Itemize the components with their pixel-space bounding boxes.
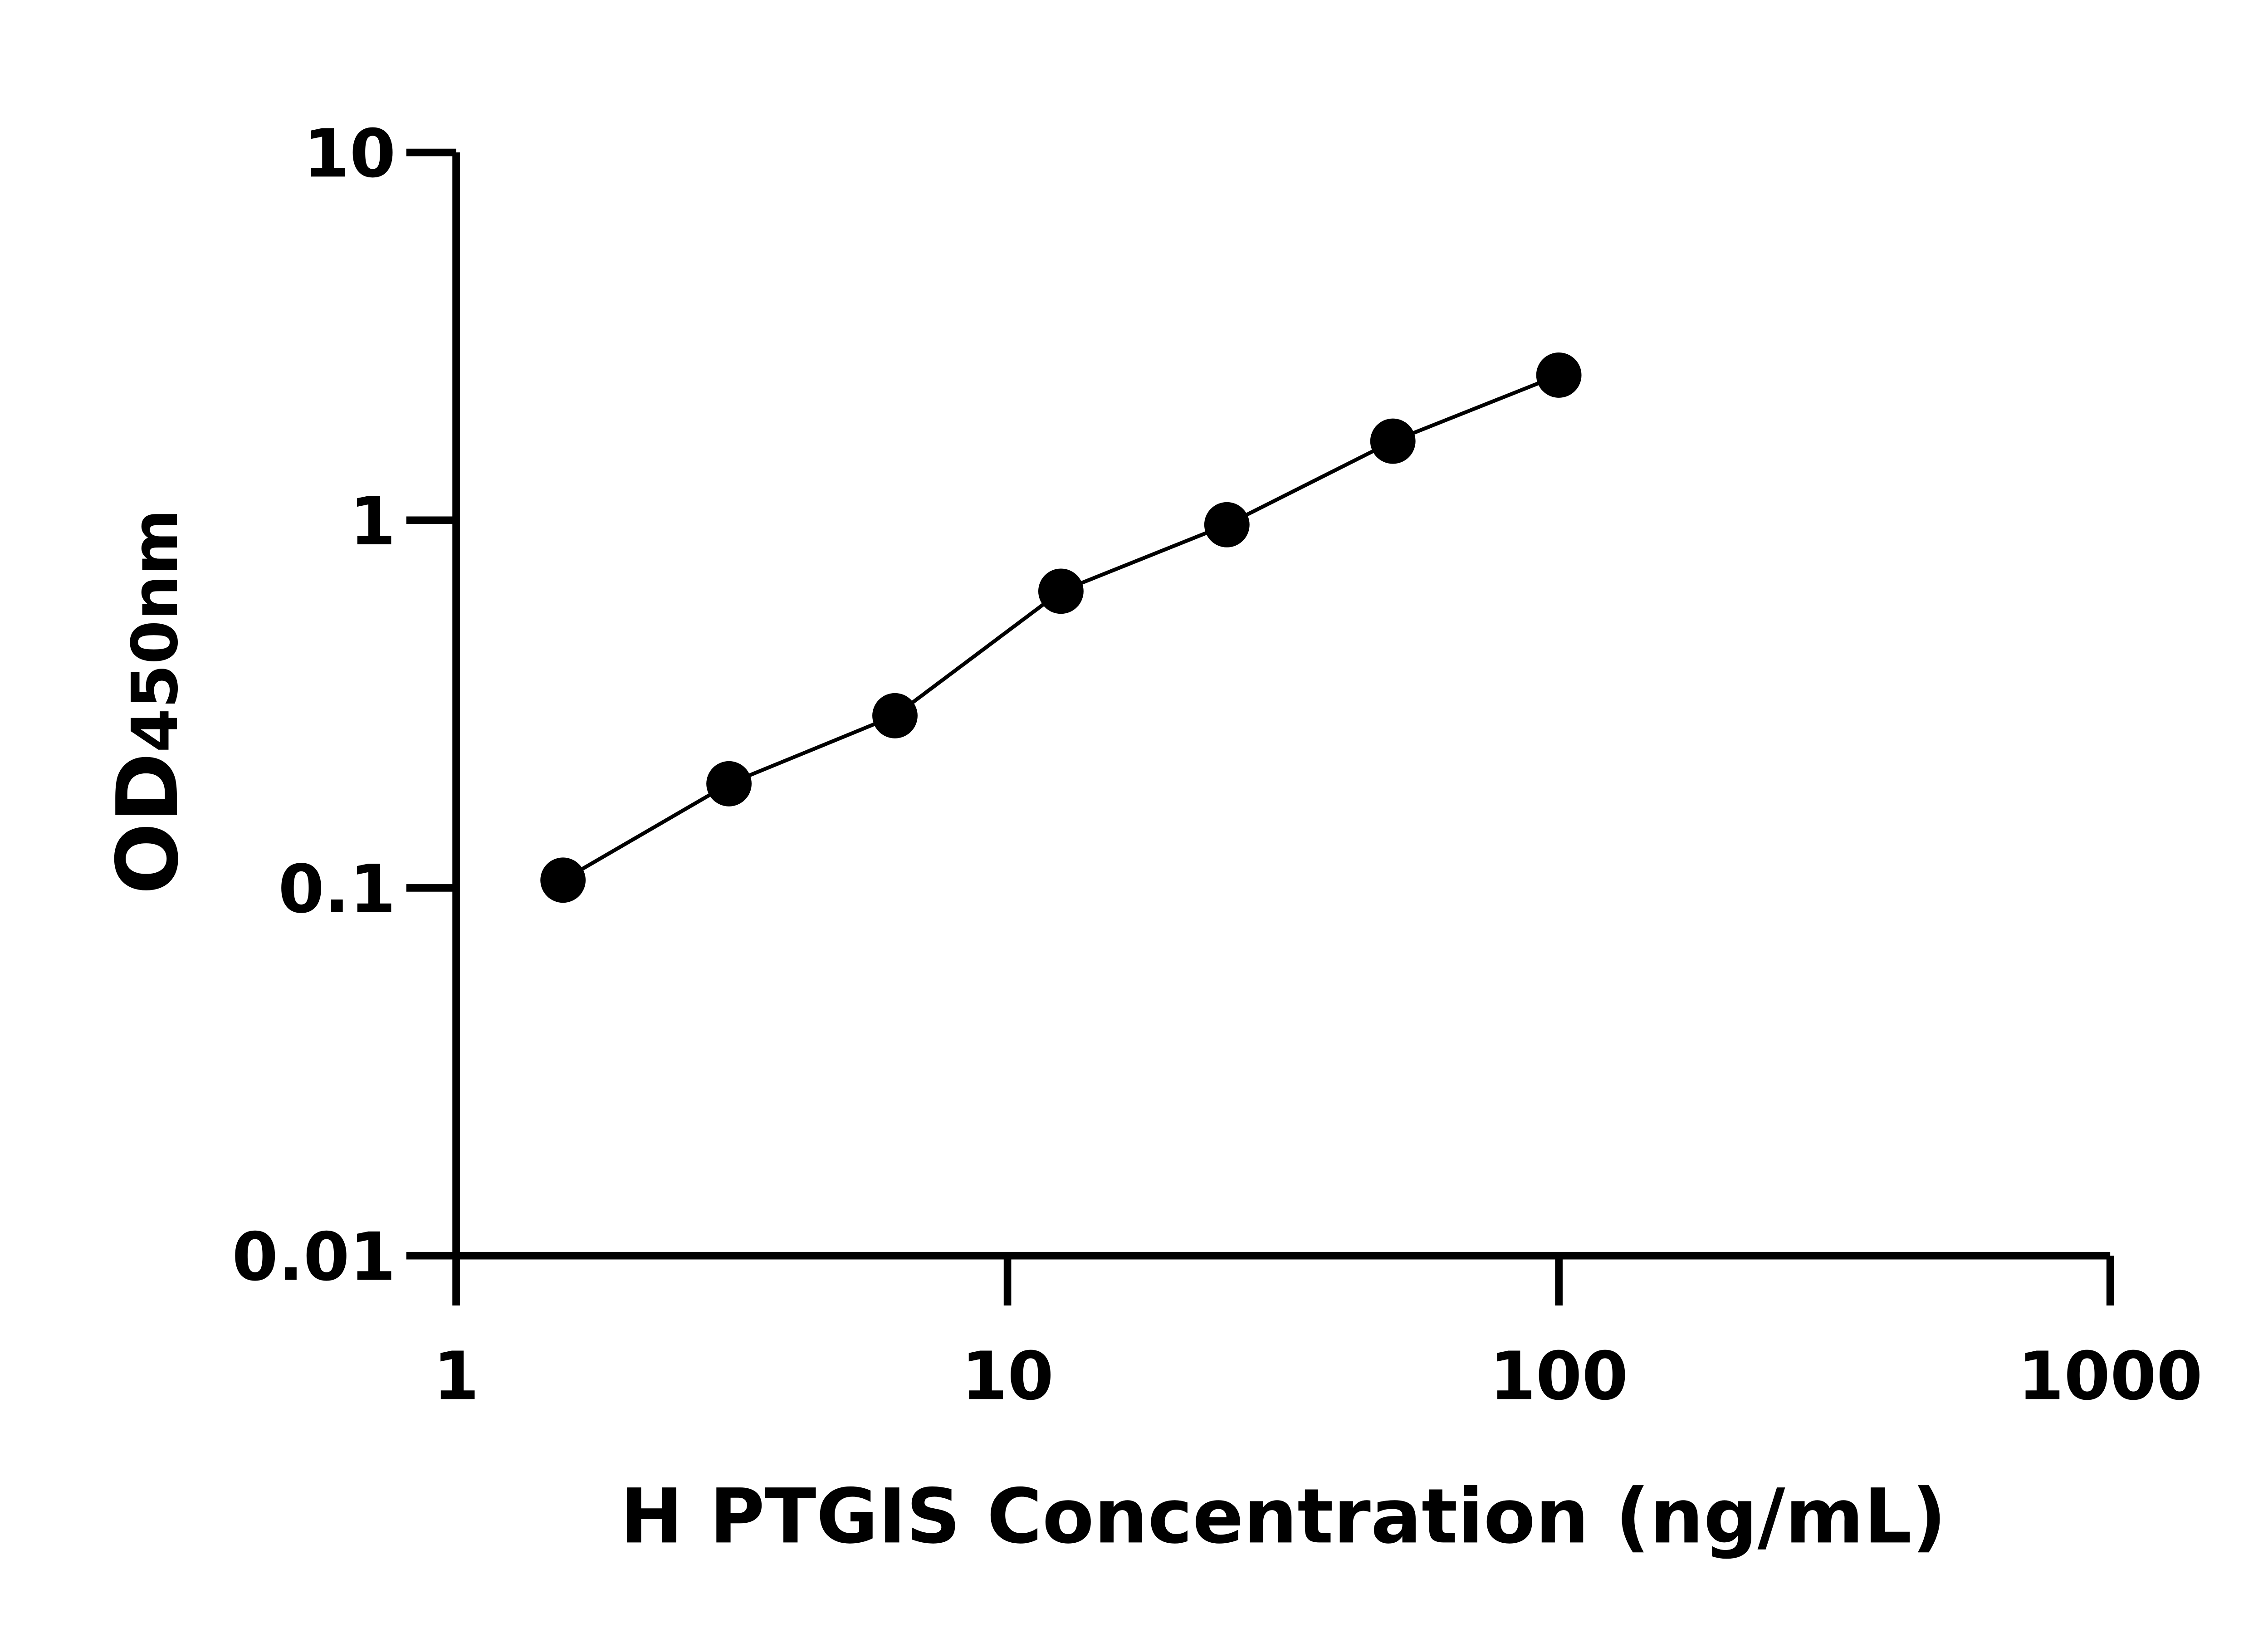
data-point [1038, 568, 1084, 614]
y-axis-label-main: OD [98, 753, 197, 895]
axes [452, 152, 2111, 1260]
y-tick-label: 1 [350, 483, 396, 560]
x-tick-label: 1000 [2018, 1337, 2202, 1415]
data-point [706, 761, 752, 807]
y-tick-label: 0.01 [232, 1218, 396, 1296]
y-axis-label-sub: 450nm [118, 509, 192, 753]
data-point [540, 857, 586, 903]
x-tick-label: 10 [961, 1337, 1054, 1415]
data-point [1370, 418, 1416, 464]
data-points [540, 352, 1582, 903]
y-axis-label: OD450nm [98, 509, 197, 895]
data-point [872, 693, 918, 738]
data-point [1536, 352, 1582, 398]
x-tick-label: 100 [1490, 1337, 1628, 1415]
data-point [1204, 502, 1250, 548]
y-tick-label: 10 [303, 115, 396, 192]
x-axis-label: H PTGIS Concentration (ng/mL) [620, 1473, 1946, 1560]
y-tick-label: 0.1 [278, 851, 396, 928]
x-tick-label: 1 [433, 1337, 479, 1415]
ticks: 1 10 100 1000 0.01 0.1 1 10 [232, 115, 2203, 1415]
